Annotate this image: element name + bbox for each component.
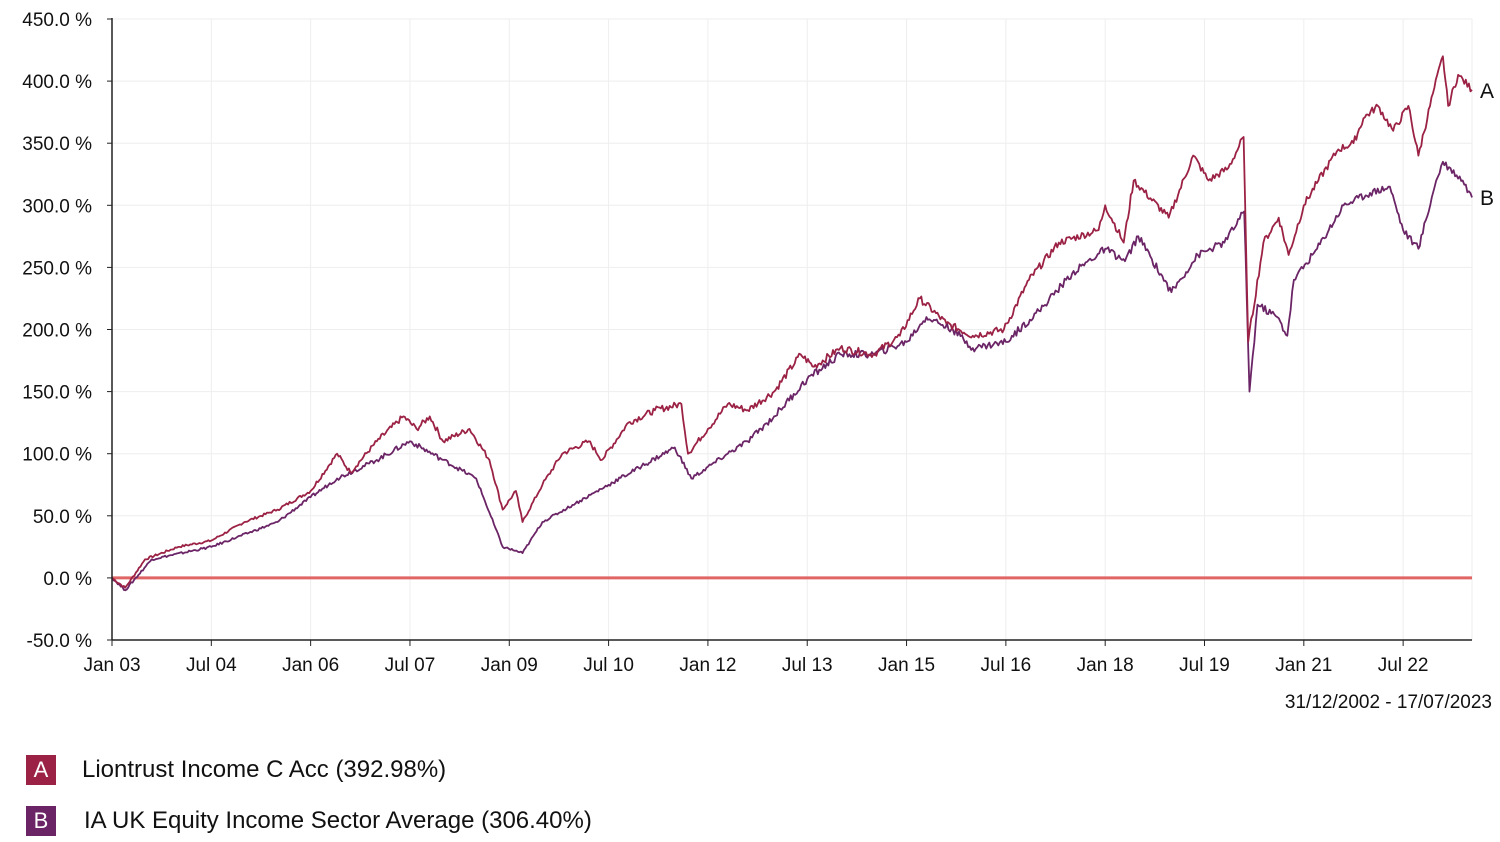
x-tick-label: Jul 19 [1179,655,1230,676]
y-tick-label: 300.0 % [22,196,92,217]
x-tick-label: Jul 13 [782,655,833,676]
x-axis: Jan 03 Jul 04 Jan 06 Jul 07 Jan 09 Jul 10 Jan … [83,640,1428,676]
series-lines [111,55,1473,592]
x-tick-label: Jul 10 [583,655,634,676]
date-range: 31/12/2002 - 17/07/2023 [1284,692,1492,713]
grid-lines [111,18,1473,641]
legend-swatch-a: A [26,755,56,785]
series-line-b [111,160,1473,592]
x-tick-label: Jan 21 [1275,655,1332,676]
legend-label-a: Liontrust Income C Acc (392.98%) [82,756,447,783]
y-tick-label: 450.0 % [22,10,92,31]
y-tick-label: 350.0 % [22,134,92,155]
x-tick-label: Jul 07 [385,655,436,676]
legend-swatch-b: B [26,806,56,836]
x-tick-label: Jan 09 [481,655,538,676]
series-end-label-a: A [1480,80,1494,103]
x-tick-label: Jul 22 [1378,655,1429,676]
y-tick-label: 200.0 % [22,321,92,342]
x-tick-label: Jan 15 [878,655,935,676]
legend-label-b: IA UK Equity Income Sector Average (306.… [84,807,592,834]
x-tick-label: Jan 03 [83,655,140,676]
y-tick-label: 150.0 % [22,383,92,404]
legend-item-b: B IA UK Equity Income Sector Average (306… [26,806,592,836]
x-tick-label: Jul 16 [981,655,1032,676]
y-tick-label: 400.0 % [22,72,92,93]
y-tick-label: 250.0 % [22,258,92,279]
y-tick-label: 50.0 % [33,507,92,528]
x-tick-label: Jan 06 [282,655,339,676]
series-end-label-b: B [1480,187,1494,210]
x-tick-label: Jan 12 [679,655,736,676]
x-tick-label: Jan 18 [1077,655,1134,676]
y-tick-label: -50.0 % [27,631,93,652]
series-line-a [111,55,1473,589]
y-axis: -50.0 % 0.0 % 50.0 % 100.0 % 150.0 % 200.0 % 2… [22,10,112,652]
y-tick-label: 0.0 % [43,569,92,590]
legend-item-a: A Liontrust Income C Acc (392.98%) [26,755,446,785]
x-tick-label: Jul 04 [186,655,237,676]
y-tick-label: 100.0 % [22,445,92,466]
